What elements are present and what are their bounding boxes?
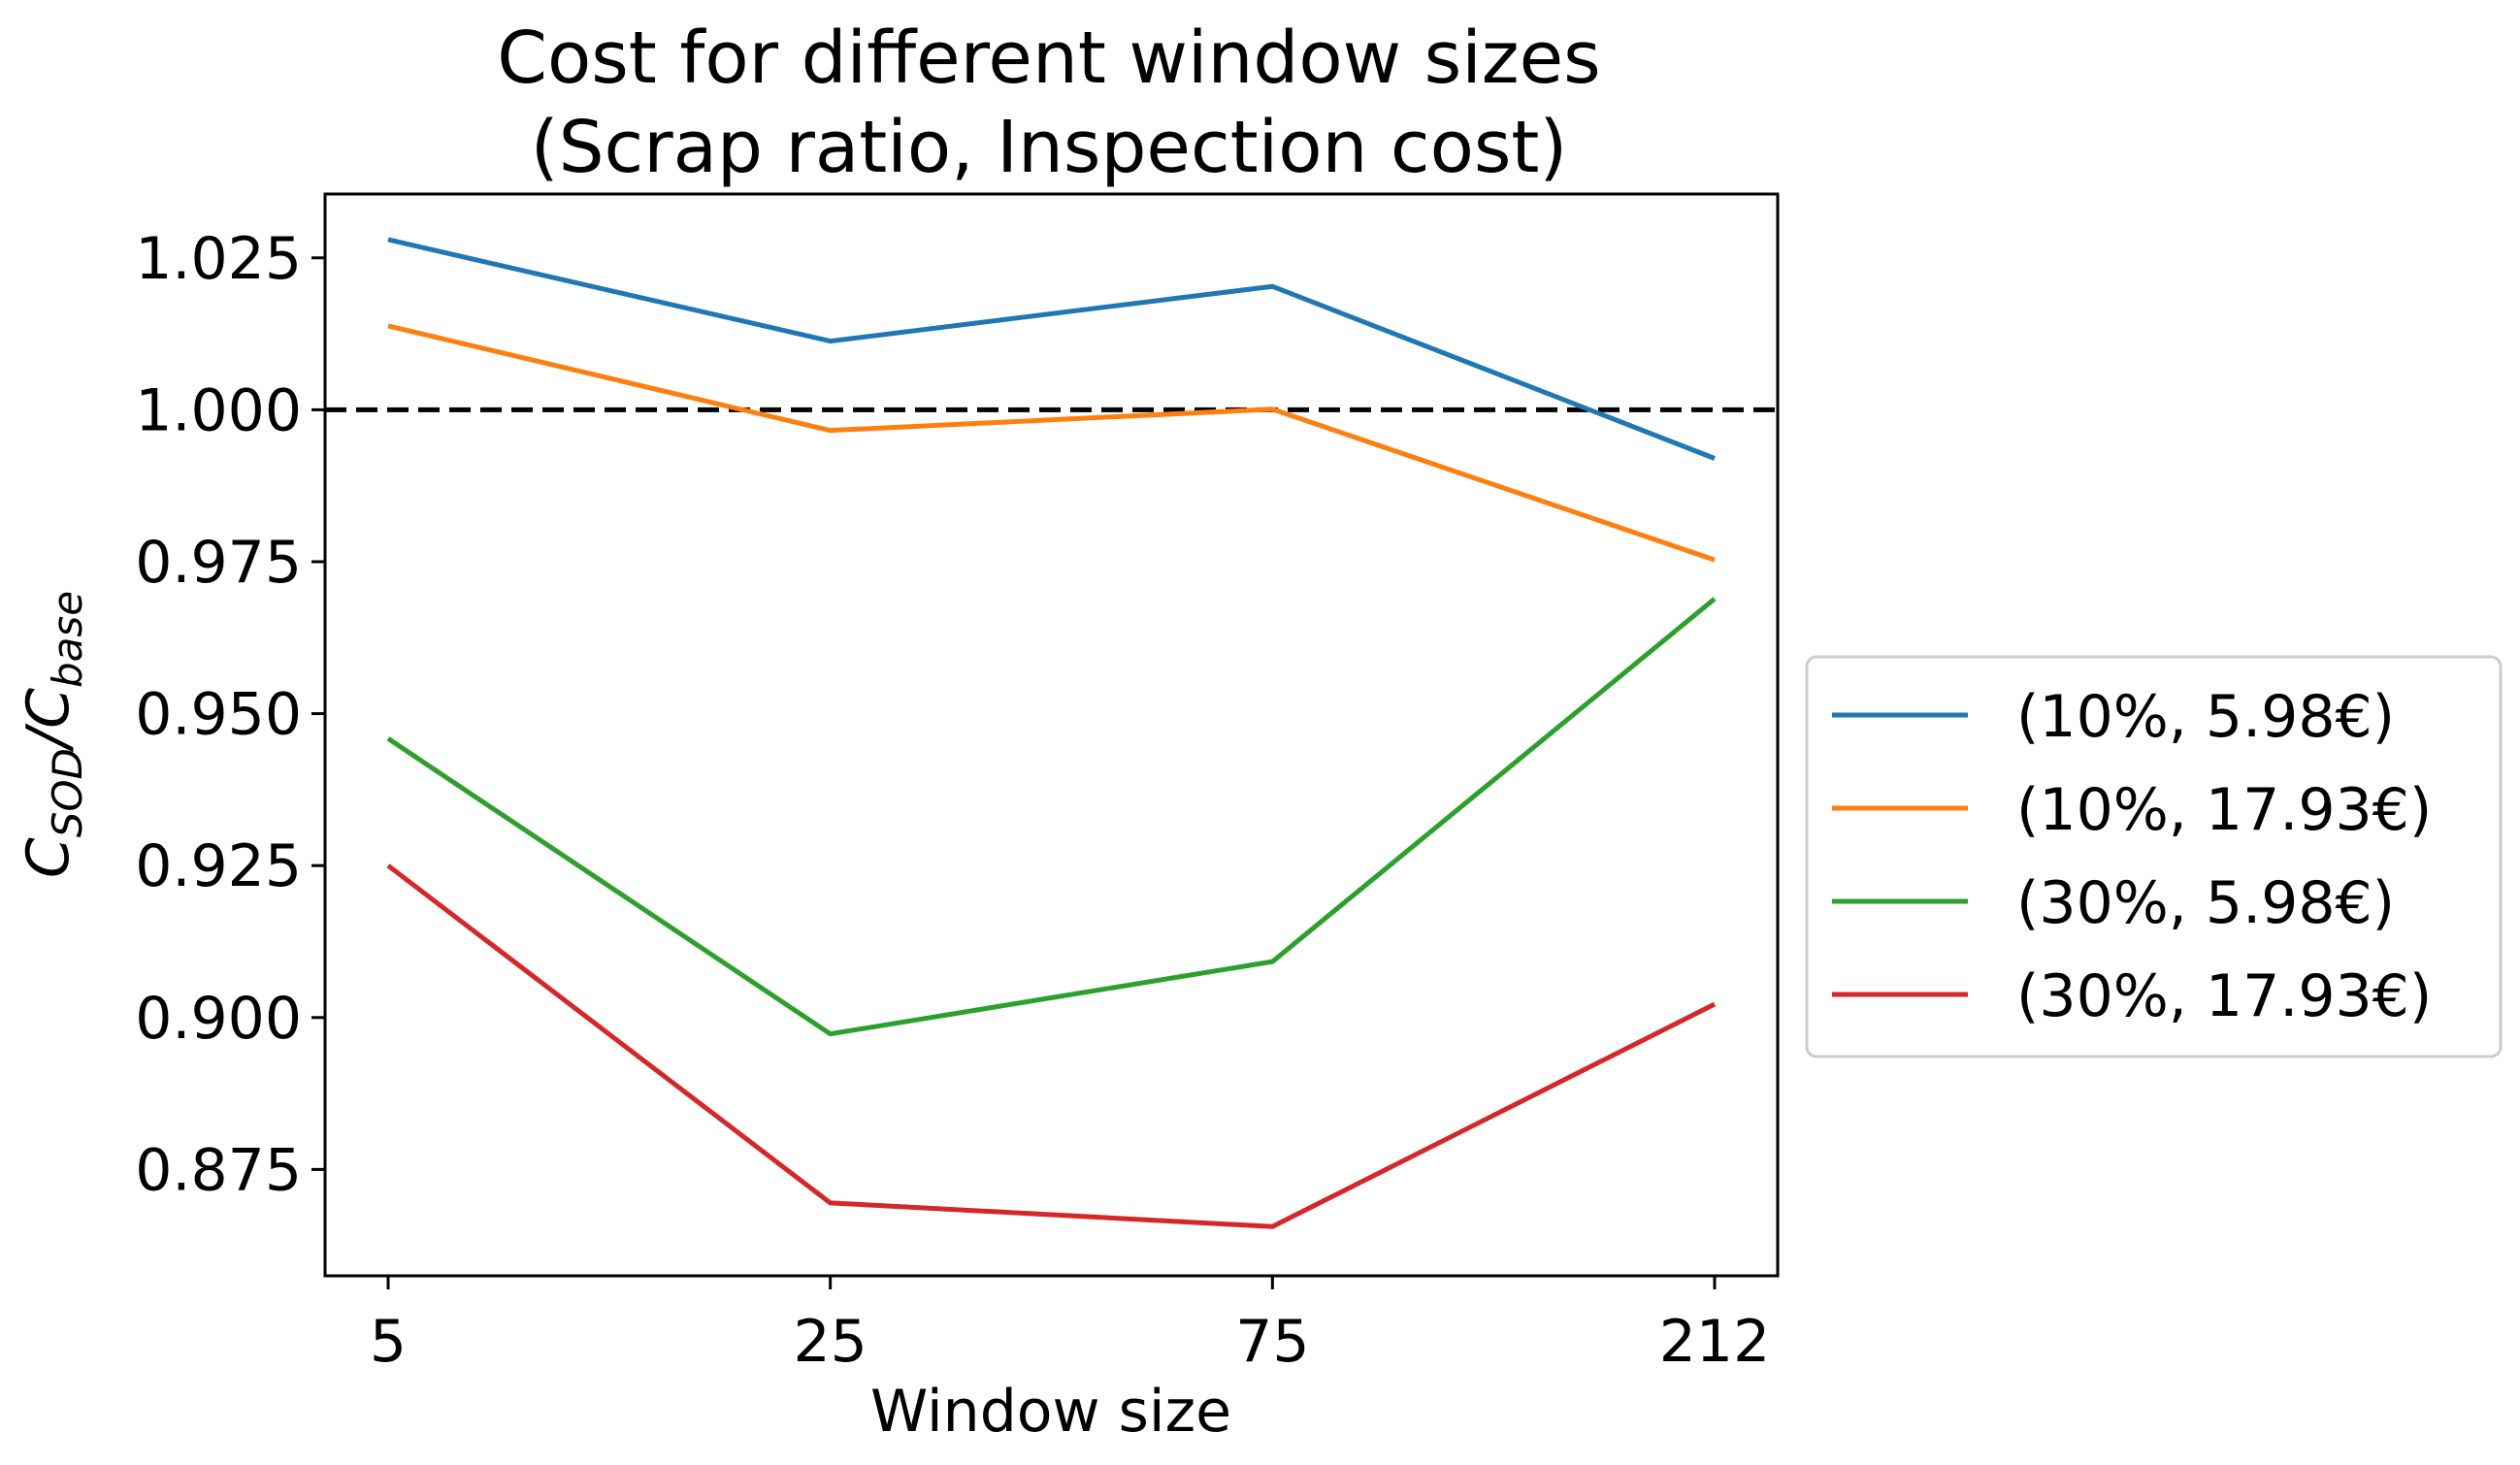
series-line-3 <box>386 597 1717 1037</box>
x-axis-label: Window size <box>870 1378 1231 1446</box>
legend-label: (30%, 5.98€) <box>2016 869 2395 937</box>
y-axis-label: CSOD/Cbase <box>15 591 91 878</box>
x-tick-label: 212 <box>1659 1308 1771 1376</box>
x-tick-label: 75 <box>1235 1308 1309 1376</box>
y-tick-label: 0.875 <box>135 1136 302 1204</box>
legend-frame <box>1805 655 2503 1058</box>
plot-marks: 0.875 0.900 0.925 0.950 0.975 1.000 1.025 5 25 75… <box>135 225 1778 1376</box>
chart-title-line1: Cost for different window sizes <box>497 16 1600 100</box>
plot-frame <box>323 192 1780 1278</box>
legend-label: (10%, 17.93€) <box>2016 776 2432 844</box>
legend-label: (30%, 17.93€) <box>2016 962 2432 1030</box>
plot-area: 0.875 0.900 0.925 0.950 0.975 1.000 1.025 5 25 75… <box>135 192 1780 1376</box>
legend-items: (10%, 5.98€) (10%, 17.93€) (30%, 5.98€) (30… <box>1832 683 2432 1030</box>
legend-label: (10%, 5.98€) <box>2016 683 2395 751</box>
y-tick-label: 1.000 <box>135 376 302 444</box>
y-tick-label: 0.975 <box>135 529 302 597</box>
y-label-slash: /C <box>15 688 82 753</box>
y-label-base: C <box>15 837 82 878</box>
series-line-2 <box>387 323 1716 563</box>
y-tick-label: 1.025 <box>135 225 302 293</box>
x-tick-label: 25 <box>793 1308 867 1376</box>
y-tick-label: 0.900 <box>135 985 302 1053</box>
chart-title-line2: (Scrap ratio, Inspection cost) <box>531 106 1568 189</box>
y-tick-label: 0.950 <box>135 681 302 749</box>
legend: (10%, 5.98€) (10%, 17.93€) (30%, 5.98€) (30… <box>1805 655 2503 1058</box>
y-label-sub1: SOD <box>44 748 91 837</box>
x-tick-label: 5 <box>370 1308 407 1376</box>
y-label-sub2: base <box>44 591 91 688</box>
series-line-4 <box>386 863 1717 1229</box>
series-line-1 <box>387 237 1716 461</box>
y-tick-label: 0.925 <box>135 832 302 900</box>
